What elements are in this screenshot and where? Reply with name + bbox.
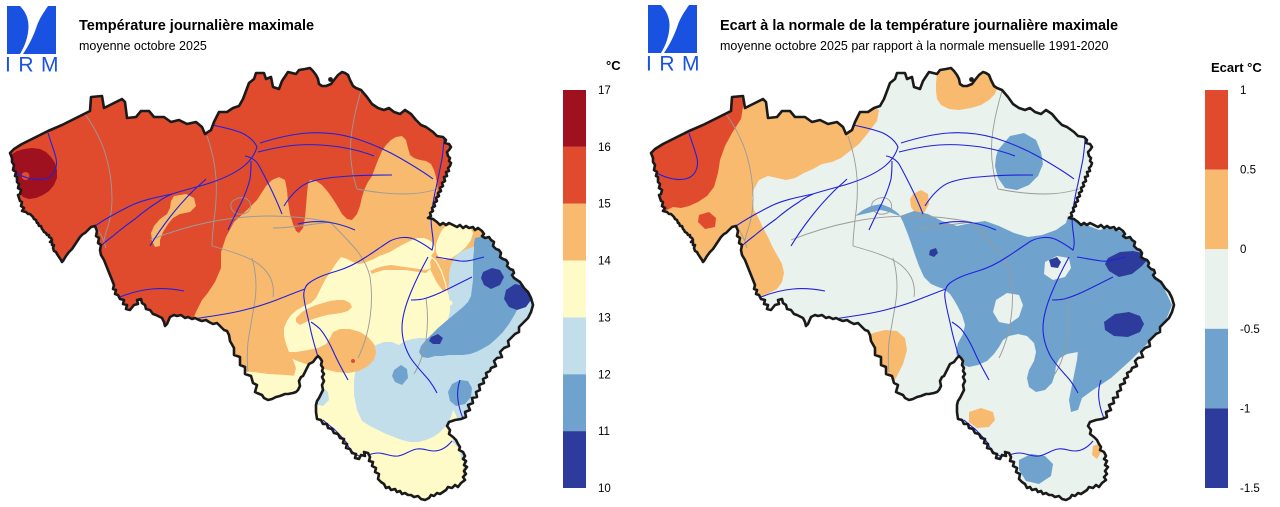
svg-text:Ecart °C: Ecart °C: [1211, 60, 1262, 75]
svg-text:0: 0: [1240, 244, 1246, 256]
svg-text:10: 10: [598, 483, 611, 495]
svg-text:Ecart à la normale de la tempé: Ecart à la normale de la température jou…: [720, 18, 1118, 34]
svg-text:-0.5: -0.5: [1240, 324, 1260, 336]
svg-text:12: 12: [598, 369, 611, 381]
svg-text:°C: °C: [606, 58, 621, 73]
svg-text:16: 16: [598, 142, 611, 154]
svg-text:13: 13: [598, 312, 611, 324]
svg-text:moyenne octobre 2025: moyenne octobre 2025: [79, 39, 207, 53]
svg-text:IRM: IRM: [646, 53, 707, 76]
svg-text:IRM: IRM: [5, 54, 66, 77]
svg-text:11: 11: [598, 426, 610, 438]
svg-text:moyenne octobre 2025 par rappo: moyenne octobre 2025 par rapport à la no…: [720, 39, 1108, 53]
svg-text:0.5: 0.5: [1240, 165, 1256, 177]
svg-text:-1: -1: [1240, 403, 1250, 415]
svg-text:-1.5: -1.5: [1240, 483, 1260, 495]
svg-text:1: 1: [1240, 85, 1246, 97]
svg-text:14: 14: [598, 256, 611, 268]
svg-text:15: 15: [598, 199, 611, 211]
svg-text:Température journalière maxima: Température journalière maximale: [79, 18, 314, 34]
svg-text:17: 17: [598, 85, 611, 97]
